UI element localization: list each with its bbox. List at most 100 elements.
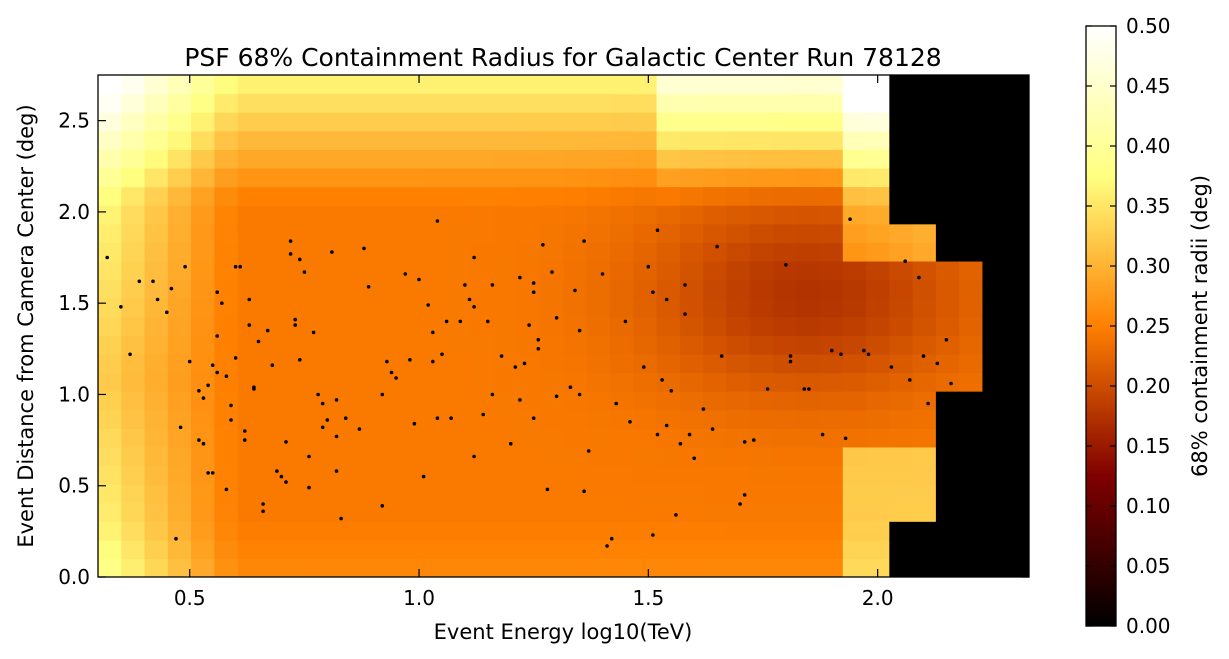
heatmap-cell [470, 223, 495, 243]
heatmap-cell [842, 149, 867, 169]
heatmap-cell [563, 186, 588, 206]
heatmap-cell [1005, 112, 1029, 132]
heatmap-cell [749, 242, 774, 262]
heatmap-cell [1005, 149, 1029, 169]
heatmap-cell [540, 130, 565, 150]
data-point [917, 275, 921, 280]
heatmap-cell [307, 502, 332, 522]
data-point [307, 485, 311, 490]
heatmap-cell [796, 353, 821, 374]
heatmap-cell [470, 205, 495, 225]
heatmap-cell [237, 149, 262, 169]
heatmap-cell [1005, 205, 1029, 225]
heatmap-cell [540, 298, 565, 318]
heatmap-cell [842, 539, 867, 559]
heatmap-cell [540, 465, 565, 485]
heatmap-cell [284, 260, 309, 281]
heatmap-cell [679, 298, 704, 318]
heatmap-cell [656, 167, 681, 188]
heatmap-cell [842, 391, 867, 411]
heatmap-cell [470, 409, 495, 429]
heatmap-cell [1005, 353, 1029, 374]
heatmap-cell [772, 205, 797, 225]
heatmap-cell [679, 130, 704, 150]
heatmap-cell [121, 298, 146, 318]
data-point [848, 217, 852, 221]
heatmap-cell [796, 167, 821, 188]
heatmap-cell [423, 149, 448, 169]
heatmap-cell [633, 93, 658, 113]
heatmap-cell [144, 372, 169, 392]
heatmap-cell [214, 316, 239, 336]
heatmap-cell [633, 372, 658, 392]
heatmap-cell [866, 298, 890, 318]
heatmap-cell [307, 130, 332, 150]
heatmap-cell [819, 167, 844, 188]
heatmap-cell [703, 446, 728, 467]
data-point [366, 285, 371, 289]
heatmap-cell [470, 521, 495, 541]
heatmap-cell [191, 372, 215, 392]
heatmap-cell [377, 484, 402, 504]
heatmap-cell [493, 167, 518, 188]
heatmap-cell [330, 93, 355, 113]
heatmap-cell [982, 298, 1007, 318]
heatmap-cell [447, 205, 471, 225]
heatmap-cell [796, 93, 821, 113]
heatmap-cell [726, 93, 751, 113]
heatmap-cell [866, 223, 890, 243]
heatmap-cell [633, 428, 658, 448]
heatmap-cell [214, 205, 239, 225]
heatmap-cell [586, 465, 611, 485]
heatmap-cell [191, 521, 215, 541]
data-point [238, 264, 242, 269]
heatmap-cell [470, 353, 495, 374]
heatmap-cell [516, 353, 541, 374]
heatmap-cell [493, 446, 518, 467]
heatmap-cell [144, 298, 169, 318]
heatmap-cell [982, 205, 1007, 225]
heatmap-cell [772, 112, 797, 132]
heatmap-cell [679, 279, 704, 299]
heatmap-cell [679, 409, 704, 429]
data-point [243, 438, 247, 442]
heatmap-cell [214, 335, 239, 355]
heatmap-cell [447, 149, 471, 169]
data-point [573, 288, 577, 293]
heatmap-cell [563, 372, 588, 392]
data-point [243, 429, 247, 433]
heatmap-cell [726, 502, 751, 522]
heatmap-cell [98, 223, 122, 243]
heatmap-cell [98, 93, 122, 113]
heatmap-cell [866, 112, 890, 132]
heatmap-cell [726, 353, 751, 374]
heatmap-cell [889, 149, 914, 169]
heatmap-cell [377, 242, 402, 262]
heatmap-cell [470, 316, 495, 336]
heatmap-cell [540, 502, 565, 522]
heatmap-cell [284, 298, 309, 318]
heatmap-cell [470, 391, 495, 411]
heatmap-cell [167, 130, 192, 150]
heatmap-cell [98, 112, 122, 132]
heatmap-cell [889, 539, 914, 559]
heatmap-cell [819, 353, 844, 374]
heatmap-cell [1005, 446, 1029, 467]
heatmap-cell [98, 186, 122, 206]
heatmap-cell [470, 149, 495, 169]
heatmap-cell [493, 539, 518, 559]
data-point [339, 516, 343, 521]
heatmap-cell [470, 260, 495, 281]
heatmap-cell [330, 112, 355, 132]
data-point [444, 319, 449, 324]
heatmap-cell [237, 521, 262, 541]
heatmap-cell [470, 93, 495, 113]
heatmap-cell [749, 353, 774, 374]
heatmap-cell [656, 409, 681, 429]
data-point [687, 432, 692, 437]
heatmap-cell [819, 112, 844, 132]
heatmap-cell [191, 539, 215, 559]
colorbar-tick-label: 0.10 [1126, 494, 1171, 518]
data-point [921, 354, 926, 358]
